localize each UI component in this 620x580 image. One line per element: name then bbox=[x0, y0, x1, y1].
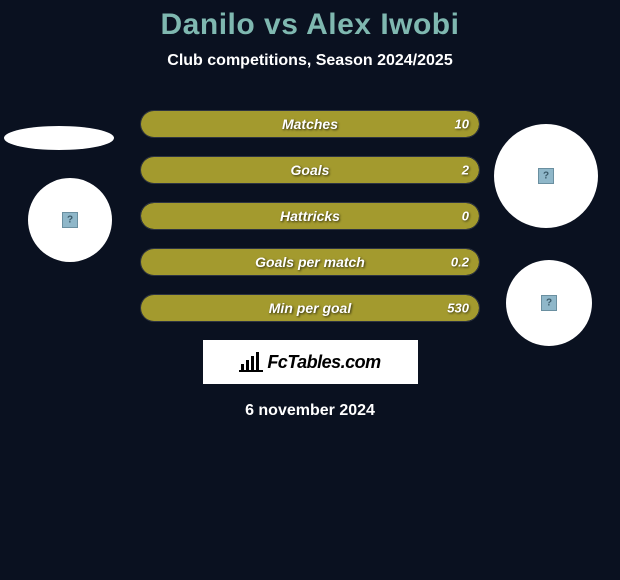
stat-value-right: 2 bbox=[462, 163, 469, 178]
stat-value-right: 0.2 bbox=[451, 255, 469, 270]
placeholder-icon bbox=[541, 295, 557, 311]
stat-row: Min per goal 530 bbox=[140, 294, 480, 322]
player-avatar-left bbox=[28, 178, 112, 262]
stat-label: Goals bbox=[291, 162, 330, 178]
decorative-ellipse bbox=[4, 126, 114, 150]
stats-block: Matches 10 Goals 2 Hattricks 0 Goals per match… bbox=[140, 110, 480, 322]
stat-row: Hattricks 0 bbox=[140, 202, 480, 230]
stat-label: Min per goal bbox=[269, 300, 351, 316]
player-avatar-right-1 bbox=[494, 124, 598, 228]
subtitle: Club competitions, Season 2024/2025 bbox=[0, 52, 620, 70]
page-title: Danilo vs Alex Iwobi bbox=[0, 8, 620, 42]
placeholder-icon bbox=[62, 212, 78, 228]
source-logo: FcTables.com bbox=[203, 340, 418, 384]
stat-label: Matches bbox=[282, 116, 338, 132]
stat-row: Goals 2 bbox=[140, 156, 480, 184]
chart-date: 6 november 2024 bbox=[0, 402, 620, 420]
stat-value-right: 10 bbox=[455, 117, 469, 132]
stat-row: Matches 10 bbox=[140, 110, 480, 138]
player-avatar-right-2 bbox=[506, 260, 592, 346]
stat-value-right: 530 bbox=[447, 301, 469, 316]
stat-label: Hattricks bbox=[280, 208, 340, 224]
stat-label: Goals per match bbox=[255, 254, 365, 270]
source-logo-text: FcTables.com bbox=[267, 352, 380, 373]
placeholder-icon bbox=[538, 168, 554, 184]
bar-chart-icon bbox=[239, 352, 263, 372]
stat-value-right: 0 bbox=[462, 209, 469, 224]
stat-row: Goals per match 0.2 bbox=[140, 248, 480, 276]
